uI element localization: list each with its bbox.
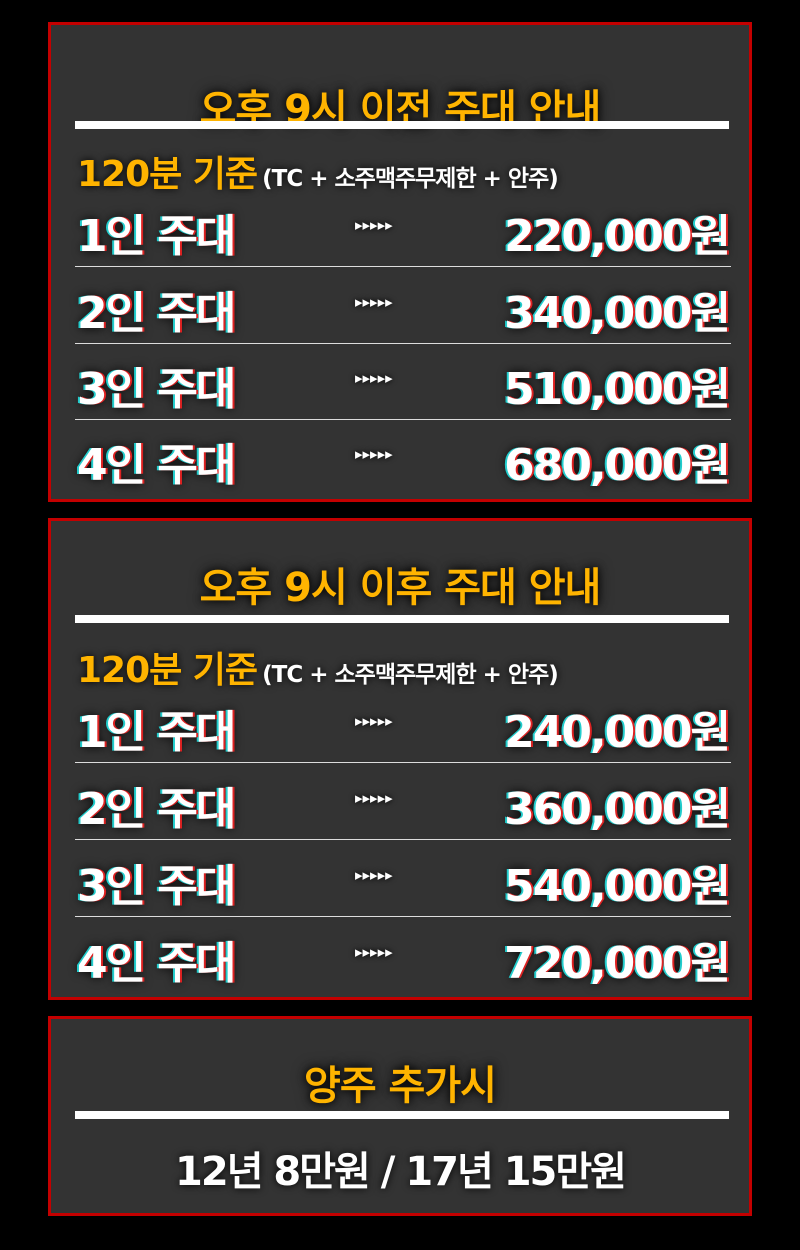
arrows-icon: ▸▸▸▸▸	[355, 445, 393, 463]
row-label: 3인 주대	[77, 861, 236, 912]
liquor-addon-section: 양주 추가시 12년 8만원 / 17년 15만원	[48, 1016, 752, 1216]
price-row: 1인 주대 ▸▸▸▸▸ 220,000원	[75, 190, 731, 267]
row-price: 680,000원	[504, 440, 731, 491]
row-price: 360,000원	[504, 784, 731, 835]
row-label: 1인 주대	[77, 211, 236, 262]
arrows-icon: ▸▸▸▸▸	[355, 789, 393, 807]
row-price: 510,000원	[504, 364, 731, 415]
row-label: 4인 주대	[77, 938, 236, 989]
includes-label: (TC + 소주맥주무제한 + 안주)	[262, 166, 559, 192]
row-label: 1인 주대	[77, 707, 236, 758]
after-9pm-section: 오후 9시 이후 주대 안내 120분 기준 (TC + 소주맥주무제한 + 안…	[48, 518, 752, 1000]
row-price: 540,000원	[504, 861, 731, 912]
includes-label: (TC + 소주맥주무제한 + 안주)	[262, 662, 559, 688]
row-price: 720,000원	[504, 938, 731, 989]
arrows-icon: ▸▸▸▸▸	[355, 369, 393, 387]
section-title: 오후 9시 이후 주대 안내	[199, 565, 602, 611]
row-label: 2인 주대	[77, 288, 236, 339]
price-row: 1인 주대 ▸▸▸▸▸ 240,000원	[75, 686, 731, 763]
divider	[75, 615, 729, 623]
arrows-icon: ▸▸▸▸▸	[355, 293, 393, 311]
basis-label: 120분 기준	[77, 154, 258, 195]
row-price: 340,000원	[504, 288, 731, 339]
price-row: 4인 주대 ▸▸▸▸▸ 680,000원	[75, 419, 731, 495]
before-9pm-section: 오후 9시 이전 주대 안내 120분 기준 (TC + 소주맥주무제한 + 안…	[48, 22, 752, 502]
arrows-icon: ▸▸▸▸▸	[355, 712, 393, 730]
basis-line: 120분 기준 (TC + 소주맥주무제한 + 안주)	[77, 145, 559, 197]
row-label: 2인 주대	[77, 784, 236, 835]
row-price: 220,000원	[504, 211, 731, 262]
arrows-icon: ▸▸▸▸▸	[355, 216, 393, 234]
row-label: 4인 주대	[77, 440, 236, 491]
section-title: 양주 추가시	[304, 1063, 497, 1109]
price-row: 3인 주대 ▸▸▸▸▸ 540,000원	[75, 840, 731, 917]
arrows-icon: ▸▸▸▸▸	[355, 866, 393, 884]
divider	[75, 121, 729, 129]
arrows-icon: ▸▸▸▸▸	[355, 943, 393, 961]
price-row: 3인 주대 ▸▸▸▸▸ 510,000원	[75, 343, 731, 420]
row-price: 240,000원	[504, 707, 731, 758]
liquor-prices: 12년 8만원 / 17년 15만원	[175, 1149, 627, 1195]
price-row: 2인 주대 ▸▸▸▸▸ 360,000원	[75, 763, 731, 840]
price-row: 2인 주대 ▸▸▸▸▸ 340,000원	[75, 267, 731, 344]
price-row: 4인 주대 ▸▸▸▸▸ 720,000원	[75, 917, 731, 993]
basis-line: 120분 기준 (TC + 소주맥주무제한 + 안주)	[77, 641, 559, 693]
row-label: 3인 주대	[77, 364, 236, 415]
basis-label: 120분 기준	[77, 650, 258, 691]
divider	[75, 1111, 729, 1119]
